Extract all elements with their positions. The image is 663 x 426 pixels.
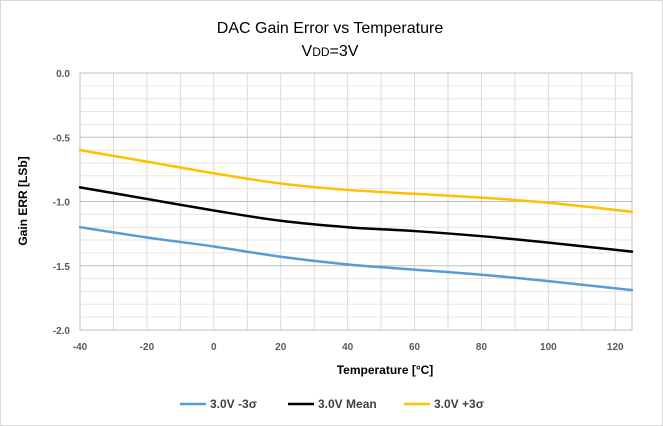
- y-axis-title: Gain ERR [LSb]: [16, 156, 30, 245]
- subtitle-subscript: DD: [312, 45, 330, 59]
- series-line: [78, 148, 634, 214]
- legend-label: 3.0V Mean: [318, 397, 377, 411]
- plot-border: [79, 72, 633, 331]
- y-tick-labels: 0.0 -0.5 -1.0 -1.5 -2.0: [53, 69, 71, 337]
- series-line: [78, 225, 634, 292]
- chart-title: DAC Gain Error vs Temperature: [217, 20, 444, 37]
- x-tick-labels: -40 -20 0 20 40 60 80 100 120: [73, 342, 624, 353]
- y-tick-label: -1.5: [53, 262, 71, 273]
- y-tick-label: -2.0: [53, 326, 71, 337]
- x-tick-label: 80: [476, 342, 488, 353]
- legend-label: 3.0V +3σ: [434, 397, 484, 411]
- x-tick-label: 20: [275, 342, 287, 353]
- axes: [79, 72, 633, 331]
- x-tick-label: 60: [409, 342, 421, 353]
- chart-subtitle: VDD=3V: [302, 43, 359, 60]
- x-axis-title: Temperature [°C]: [337, 363, 434, 377]
- x-tick-label: -20: [140, 342, 155, 353]
- x-tick-label: 120: [607, 342, 624, 353]
- series-line: [78, 186, 634, 253]
- y-tick-label: -1.0: [53, 198, 71, 209]
- y-tick-label: -0.5: [53, 133, 71, 144]
- subtitle-main: V: [302, 43, 313, 60]
- series-lines: [78, 148, 634, 292]
- x-tick-label: -40: [73, 342, 88, 353]
- x-tick-label: 100: [540, 342, 557, 353]
- y-tick-label: 0.0: [56, 69, 70, 80]
- legend: 3.0V -3σ 3.0V Mean 3.0V +3σ: [180, 397, 484, 411]
- x-tick-label: 0: [211, 342, 217, 353]
- subtitle-tail: =3V: [330, 43, 359, 60]
- x-tick-label: 40: [342, 342, 354, 353]
- legend-label: 3.0V -3σ: [210, 397, 257, 411]
